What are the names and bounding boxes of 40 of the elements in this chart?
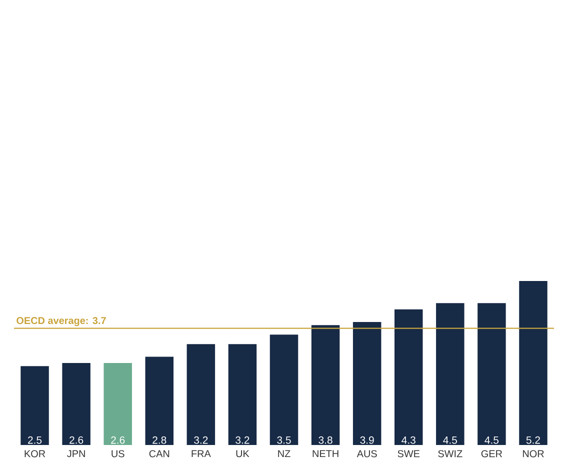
x-tick-label: AUS: [356, 450, 377, 458]
x-tick-label: US: [112, 450, 124, 458]
data-label: 4.5: [443, 436, 457, 444]
data-label: 2.5: [28, 436, 42, 444]
x-tick-label: NETH: [312, 450, 338, 458]
bar: [436, 303, 464, 445]
bar: [394, 309, 423, 445]
data-label: 3.8: [318, 436, 332, 444]
bar: [270, 334, 298, 445]
data-label: 3.2: [194, 436, 208, 444]
data-label: 3.9: [360, 436, 374, 444]
bar: [186, 344, 216, 445]
ref-line-label: OECD average: 3.7: [16, 317, 106, 326]
data-label: 3.2: [236, 436, 250, 444]
data-label: 3.5: [277, 436, 291, 444]
x-tick-label: UK: [236, 450, 250, 458]
bar: [311, 325, 340, 445]
data-label: 4.3: [402, 436, 416, 444]
data-label: 5.2: [526, 436, 540, 444]
x-tick-label: FRA: [192, 450, 211, 458]
data-label: 2.6: [111, 436, 125, 444]
x-tick-label: GER: [481, 450, 502, 458]
x-tick-label: SWE: [398, 450, 420, 458]
bar: [145, 356, 174, 445]
bar: [62, 363, 90, 445]
data-label: 4.5: [484, 436, 499, 444]
bar: [478, 303, 506, 445]
data-label: 2.6: [70, 436, 84, 444]
bar: [104, 363, 132, 445]
data-label: 2.8: [152, 436, 166, 444]
bar: [352, 322, 382, 445]
bar: [228, 344, 257, 445]
x-tick-label: NOR: [522, 450, 544, 458]
bar: [519, 281, 548, 445]
x-tick-label: SWIZ: [438, 450, 462, 458]
x-tick-label: JPN: [67, 450, 85, 458]
x-tick-label: KOR: [24, 450, 46, 458]
bar: [20, 366, 49, 445]
x-tick-label: CAN: [149, 450, 170, 458]
x-tick-label: NZ: [278, 450, 290, 458]
